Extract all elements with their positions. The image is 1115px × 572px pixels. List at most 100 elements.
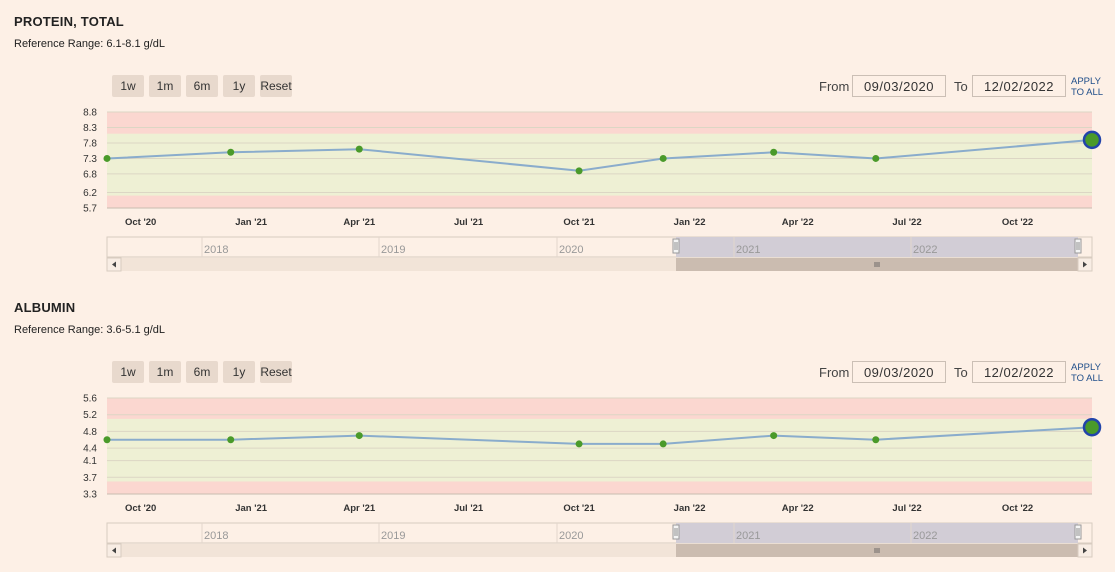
navigator-selection[interactable]: [676, 523, 1078, 543]
y-tick-label: 4.1: [83, 456, 97, 467]
apply-line-1: APPLY: [1071, 76, 1101, 87]
zoom-1y-button[interactable]: 1y: [223, 75, 255, 97]
y-tick-label: 4.4: [83, 444, 97, 455]
navigator-left-handle[interactable]: [672, 238, 680, 254]
arrow-left-icon: [112, 261, 116, 268]
y-tick-label: 4.8: [83, 427, 97, 438]
zoom-1w-button[interactable]: 1w: [112, 75, 144, 97]
data-point[interactable]: [103, 436, 111, 444]
y-tick-label: 7.3: [83, 154, 97, 165]
x-tick-label: Jan '22: [674, 217, 706, 228]
data-point[interactable]: [575, 440, 583, 448]
zoom-1w-button[interactable]: 1w: [112, 361, 144, 383]
y-tick-label: 3.3: [83, 490, 97, 501]
data-point[interactable]: [659, 440, 667, 448]
y-tick-label: 8.3: [83, 123, 97, 134]
from-date-input[interactable]: 09/03/2020: [852, 75, 946, 97]
apply-line-2: TO ALL: [1071, 373, 1104, 384]
normal-band: [107, 418, 1092, 482]
data-point[interactable]: [575, 167, 583, 175]
x-tick-label: Oct '21: [563, 217, 595, 228]
y-tick-label: 5.7: [83, 204, 97, 215]
arrow-right-icon: [1083, 547, 1087, 554]
y-tick-label: 5.2: [83, 410, 97, 421]
zoom-1y-button[interactable]: 1y: [223, 361, 255, 383]
navigator-year-label: 2021: [736, 530, 760, 542]
apply-line-1: APPLY: [1071, 362, 1101, 373]
navigator-year-label: 2022: [913, 530, 937, 542]
y-tick-label: 5.6: [83, 394, 97, 405]
navigator-year-label: 2021: [736, 244, 760, 256]
x-tick-label: Apr '22: [782, 217, 814, 228]
arrow-right-icon: [1083, 261, 1087, 268]
series-line: [106, 138, 1093, 172]
chart-svg: 3.3 3.7 4.14.4 4.8 5.2 5.6 Oct '20 Jan '21 Apr '…: [83, 394, 1102, 558]
to-label: To: [954, 365, 968, 380]
zoom-1m-button[interactable]: 1m: [149, 75, 181, 97]
data-point[interactable]: [103, 154, 111, 162]
navigator-year-label: 2018: [204, 530, 228, 542]
navigator-left-handle[interactable]: [672, 524, 680, 540]
zoom-reset-button[interactable]: Reset: [260, 75, 292, 97]
chart-title: ALBUMIN: [14, 300, 76, 315]
x-tick-label: Jan '21: [235, 217, 268, 228]
x-tick-label: Jan '21: [235, 503, 268, 514]
apply-to-all-link[interactable]: APPLY TO ALL: [1071, 76, 1103, 98]
x-tick-label: Jul '21: [454, 217, 484, 228]
x-tick-label: Oct '20: [125, 503, 156, 514]
data-point[interactable]: [770, 432, 778, 440]
data-point[interactable]: [227, 148, 235, 156]
zoom-1m-button[interactable]: 1m: [149, 361, 181, 383]
chart-panel-1: ALBUMIN Reference Range: 3.6-5.1 g/dL 1w…: [0, 286, 1115, 572]
x-tick-label: Jul '22: [892, 217, 921, 228]
navigator-right-handle[interactable]: [1074, 238, 1082, 254]
data-point[interactable]: [872, 154, 880, 162]
series-line: [107, 426, 1093, 445]
from-label: From: [819, 365, 850, 380]
data-point[interactable]: [770, 148, 778, 156]
y-tick-label: 6.8: [83, 169, 97, 180]
from-label: From: [819, 79, 850, 94]
navigator-selection[interactable]: [676, 237, 1078, 257]
navigator-right-handle[interactable]: [1074, 524, 1082, 540]
latest-data-point[interactable]: [1082, 417, 1102, 437]
navigator-year-label: 2020: [559, 530, 583, 542]
x-tick-label: Apr '22: [782, 503, 814, 514]
chart-panel-0: PROTEIN, TOTAL Reference Range: 6.1-8.1 …: [14, 14, 1103, 272]
x-tick-label: Jul '22: [892, 503, 921, 514]
zoom-reset-button[interactable]: Reset: [260, 361, 292, 383]
navigator-year-label: 2019: [381, 530, 405, 542]
apply-line-2: TO ALL: [1071, 87, 1104, 98]
x-tick-label: Oct '21: [563, 503, 595, 514]
from-date-input[interactable]: 09/03/2020: [852, 361, 946, 383]
apply-to-all-link[interactable]: APPLY TO ALL: [1071, 362, 1103, 384]
y-tick-label: 6.2: [83, 188, 97, 199]
zoom-6m-button[interactable]: 6m: [186, 75, 218, 97]
navigator-year-label: 2022: [913, 244, 937, 256]
y-tick-label: 7.8: [83, 138, 97, 149]
data-point[interactable]: [355, 145, 363, 153]
reference-range: Reference Range: 6.1-8.1 g/dL: [14, 38, 166, 50]
normal-band: [107, 133, 1092, 196]
x-tick-label: Oct '22: [1002, 217, 1033, 228]
navigator-year-label: 2020: [559, 244, 583, 256]
zoom-6m-button[interactable]: 6m: [186, 361, 218, 383]
to-date-input[interactable]: 12/02/2022: [972, 75, 1066, 97]
data-point[interactable]: [872, 436, 880, 444]
x-tick-label: Jan '22: [674, 503, 706, 514]
navigator-year-label: 2019: [381, 244, 405, 256]
x-tick-label: Oct '22: [1002, 503, 1033, 514]
latest-data-point[interactable]: [1082, 130, 1102, 150]
to-date-input[interactable]: 12/02/2022: [972, 361, 1066, 383]
data-point[interactable]: [355, 432, 363, 440]
navigator-year-label: 2018: [204, 244, 228, 256]
to-label: To: [954, 79, 968, 94]
data-point[interactable]: [227, 436, 235, 444]
x-tick-label: Apr '21: [343, 503, 376, 514]
chart-title: PROTEIN, TOTAL: [14, 14, 124, 29]
x-tick-label: Jul '21: [454, 503, 484, 514]
y-tick-label: 3.7: [83, 473, 97, 484]
x-tick-label: Apr '21: [343, 217, 376, 228]
data-point[interactable]: [659, 154, 667, 162]
x-tick-label: Oct '20: [125, 217, 156, 228]
